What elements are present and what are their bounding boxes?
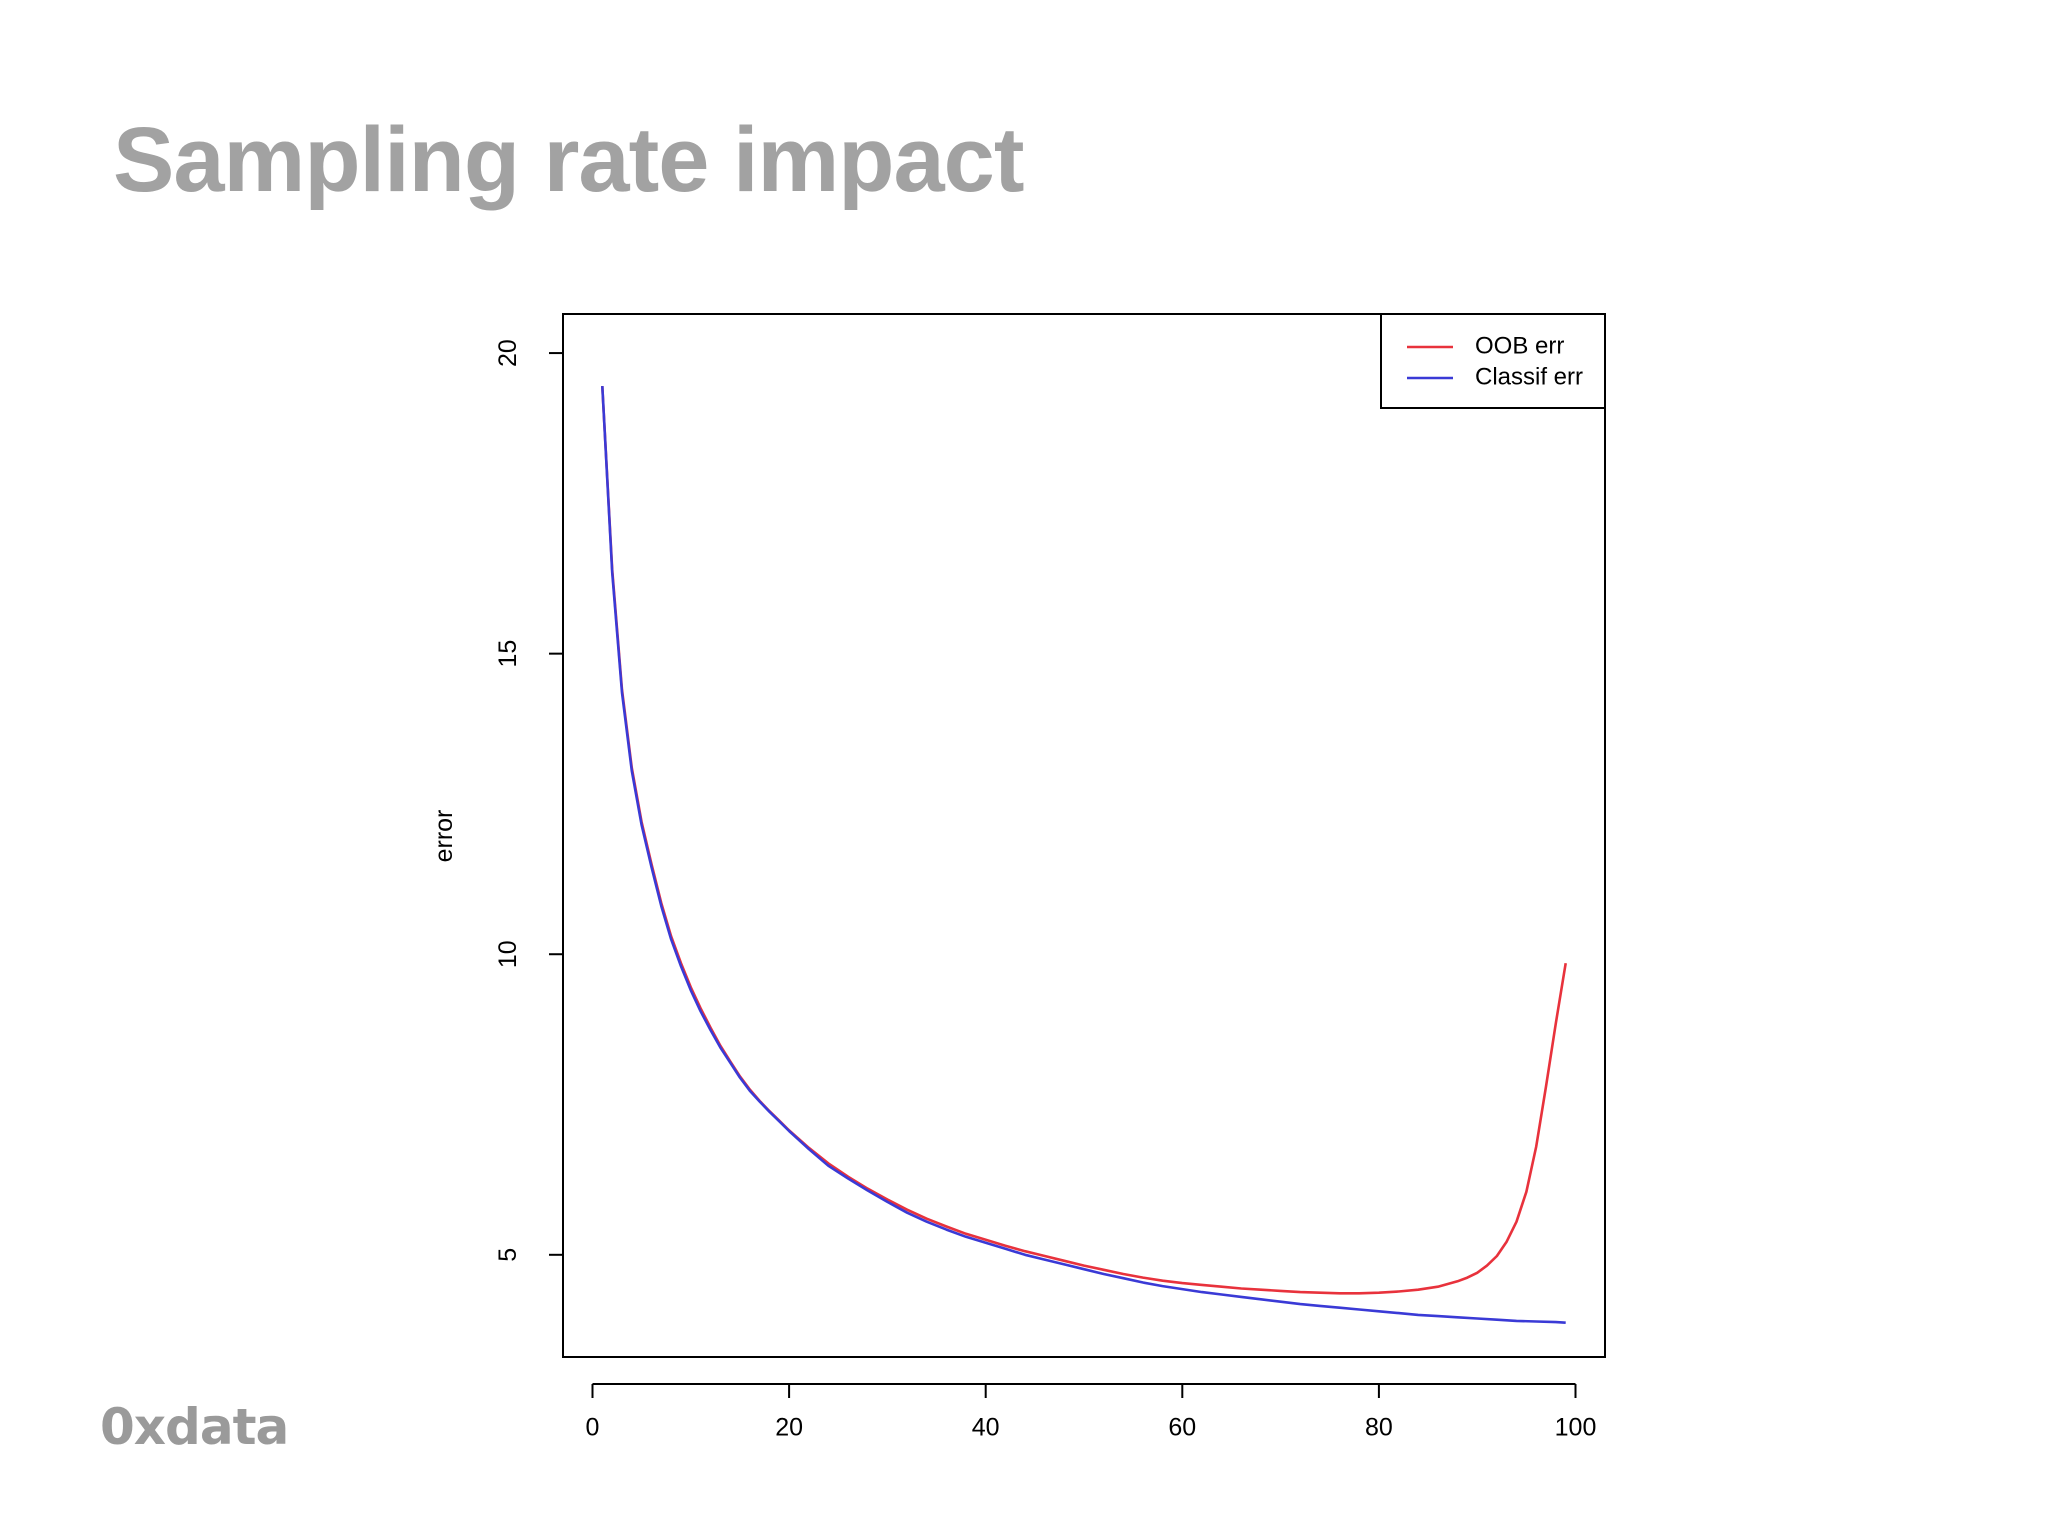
- plot-frame: [562, 313, 1606, 1358]
- x-tick-label-3: 60: [1168, 1414, 1196, 1442]
- slide-title: Sampling rate impact: [113, 109, 1024, 211]
- y-axis: 5 10 15 20: [494, 339, 564, 1262]
- x-axis: 0 20 40 60 80 100: [586, 1383, 1597, 1442]
- y-tick-label-3: 20: [494, 339, 522, 367]
- legend: OOB err Classif err: [1380, 313, 1606, 409]
- x-tick-label-2: 40: [972, 1414, 1000, 1442]
- legend-label-1: Classif err: [1475, 363, 1583, 390]
- x-tick-label-0: 0: [586, 1414, 600, 1442]
- series-layer: [601, 386, 1567, 1324]
- x-tick-label-4: 80: [1365, 1414, 1393, 1442]
- legend-label-0: OOB err: [1475, 332, 1564, 359]
- x-tick-label-5: 100: [1555, 1414, 1597, 1442]
- x-tick-label-1: 20: [775, 1414, 803, 1442]
- y-tick-label-0: 5: [494, 1248, 522, 1262]
- y-axis-label: error: [430, 810, 458, 863]
- y-tick-label-2: 15: [494, 640, 522, 668]
- company-logo: 0xdata: [100, 1398, 289, 1456]
- legend-box: [1380, 313, 1606, 409]
- series-line-classif-err: [601, 386, 1566, 1324]
- series-line-oob-err: [601, 386, 1567, 1295]
- y-tick-label-1: 10: [494, 940, 522, 968]
